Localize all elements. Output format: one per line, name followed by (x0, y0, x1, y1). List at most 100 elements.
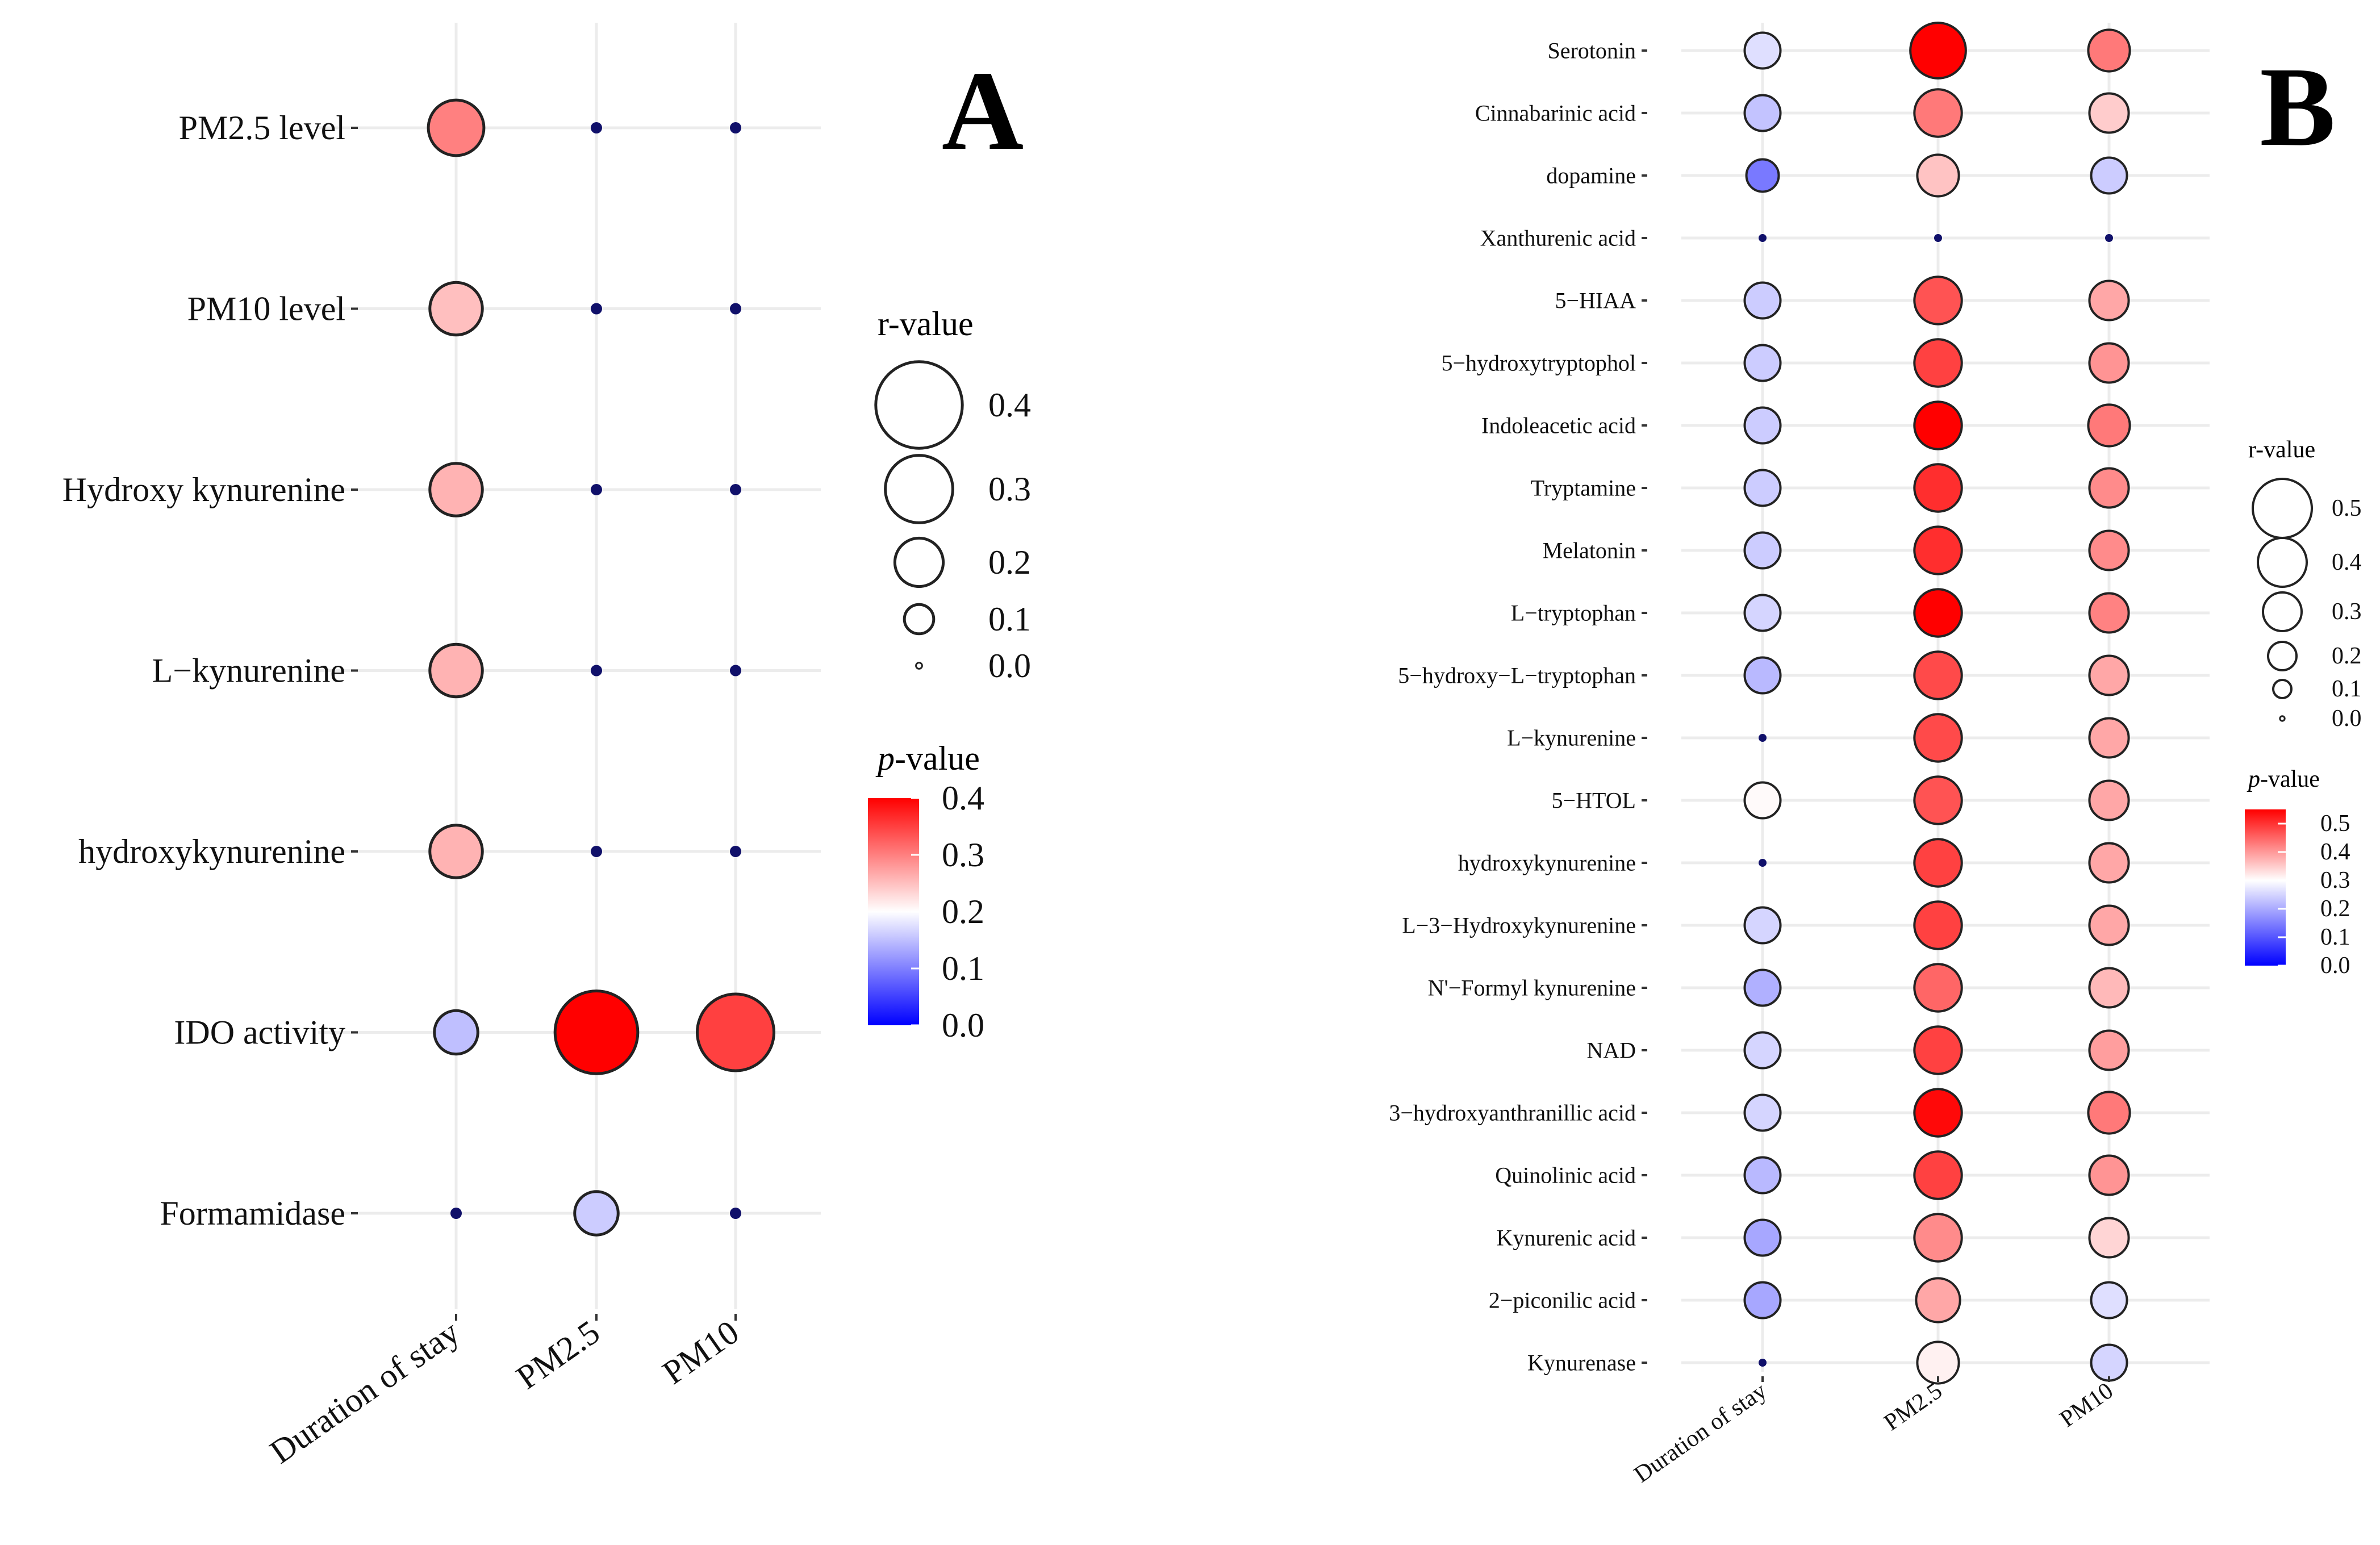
panel-b-bubble-duration-of-stay-dopamine (1745, 158, 1780, 193)
panel-b-bubble-duration-of-stay-5-htol (1743, 781, 1782, 820)
panel-b-bubble-pm2-5-l-tryptophan (1913, 588, 1963, 638)
panel-b-bubble-duration-of-stay-melatonin (1743, 531, 1782, 570)
panel-a-y-label-formamidase: Formamidase (160, 1195, 345, 1232)
panel-b-size-legend: r-value 0.5 0.4 0.3 0.2 0.1 0.0 (2248, 437, 2362, 732)
panel-a-x-label-pm2-5: PM2.5 (510, 1313, 606, 1397)
panel-b-size-legend-circle-0 (2252, 478, 2313, 539)
panel-b-bubble-pm2-5-serotonin (1909, 22, 1967, 80)
panel-b-size-legend-label-4: 0.1 (2332, 676, 2362, 702)
panel-b-y-label-n-formyl-kynurenine: N'−Formyl kynurenine (1428, 975, 1636, 1001)
panel-a-x-label-pm10: PM10 (655, 1313, 745, 1392)
panel-b-size-legend-label-1: 0.4 (2332, 549, 2362, 575)
panel-b-y-label-l-tryptophan: L−tryptophan (1511, 600, 1636, 626)
panel-a-colorbar (868, 798, 919, 1025)
panel-a-bubbles (427, 98, 776, 1237)
panel-a-colorbar-label-2: 0.2 (942, 893, 984, 930)
panel-b-bubble-pm2-5-kynurenase (1916, 1341, 1960, 1385)
panel-b-bubble-pm10-3-hydroxyanthranillic-acid (2087, 1091, 2131, 1135)
panel-b-bubble-pm2-5-5-hydroxy-l-tryptophan (1913, 650, 1963, 700)
panel-b-bubble-pm10-tryptamine (2088, 467, 2130, 509)
panel-a-color-legend-title-rest: -value (895, 740, 980, 777)
panel-a-y-label-pm2-5-level: PM2.5 level (179, 109, 345, 147)
panel-a-bubble-pm10-formamidase (730, 1208, 741, 1219)
panel-b-bubble-pm10-5-hydroxytryptophol (2088, 342, 2130, 384)
panel-b-bubble-duration-of-stay-serotonin (1743, 31, 1782, 70)
panel-a-x-axis-labels: Duration of stay PM2.5 PM10 (263, 1313, 745, 1471)
panel-b-bubble-pm2-5-kynurenic-acid (1913, 1213, 1963, 1263)
panel-b-y-label-cinnabarinic-acid: Cinnabarinic acid (1475, 101, 1636, 126)
panel-b-y-label-5-hydroxytryptophol: 5−hydroxytryptophol (1441, 350, 1636, 376)
panel-b-bubble-duration-of-stay-xanthurenic-acid (1759, 234, 1767, 242)
panel-a-bubble-pm2-5-hydroxykynurenine (591, 846, 602, 857)
panel-b-bubble-pm10-l-tryptophan (2088, 592, 2130, 634)
panel-a-colorbar-label-1: 0.3 (942, 836, 984, 874)
panel-a-size-legend-label-0: 0.4 (988, 386, 1031, 424)
panel-b-bubble-duration-of-stay-5-hydroxy-l-tryptophan (1743, 656, 1782, 695)
panel-b-colorbar-label-2: 0.3 (2320, 867, 2350, 893)
panel-a-bubble-pm2-5-pm2-5-level (591, 122, 602, 133)
panel-b-bubble-pm2-5-cinnabarinic-acid (1913, 88, 1963, 138)
panel-b-bubble-duration-of-stay-5-hydroxytryptophol (1743, 344, 1782, 382)
panel-b-color-legend-title: p-value (2247, 766, 2320, 792)
panel-a-size-legend: r-value 0.4 0.3 0.2 0.1 0.0 (874, 305, 1031, 684)
panel-b-bubble-pm2-5-quinolinic-acid (1913, 1150, 1963, 1200)
panel-a-y-label-l-kynurenine: L−kynurenine (152, 652, 345, 690)
panel-b-size-legend-title: r-value (2248, 437, 2315, 463)
panel-b-x-label-pm2-5: PM2.5 (1880, 1378, 1947, 1437)
panel-b-bubble-pm2-5-5-htol (1913, 775, 1963, 825)
panel-b-colorbar-label-1: 0.4 (2320, 839, 2350, 865)
panel-a-bubble-pm10-ido-activity (695, 992, 776, 1072)
panel-b-color-legend-title-p: p (2247, 766, 2260, 792)
panel-b-bubble-duration-of-stay-nad (1743, 1031, 1782, 1070)
panel-a-size-legend-label-3: 0.1 (988, 600, 1031, 638)
panel-b-bubble-pm10-n-formyl-kynurenine (2088, 967, 2130, 1009)
panel-b-size-legend-label-3: 0.2 (2332, 643, 2362, 669)
panel-a-bubble-pm2-5-ido-activity (553, 989, 640, 1075)
panel-b-bubble-duration-of-stay-l-3-hydroxykynurenine (1743, 906, 1782, 945)
panel-b-bubble-pm10-2-piconilic-acid (2090, 1281, 2128, 1319)
panel-b-bubble-pm2-5-tryptamine (1913, 463, 1963, 513)
panel-b-bubble-pm10-quinolinic-acid (2088, 1154, 2130, 1196)
panel-a-x-label-duration-of-stay: Duration of stay (263, 1313, 466, 1471)
panel-b-bubble-duration-of-stay-5-hiaa (1743, 281, 1782, 320)
panel-b-y-label-melatonin: Melatonin (1543, 538, 1636, 563)
panel-a-bubble-pm10-pm10-level (730, 303, 741, 315)
panel-a-bubble-pm10-pm2-5-level (730, 122, 741, 133)
panel-b-bubble-pm2-5-l-3-hydroxykynurenine (1913, 900, 1963, 950)
panel-a-size-legend-circle-4 (915, 662, 923, 670)
panel-b-size-legend-label-2: 0.3 (2332, 599, 2362, 625)
panel-b-bubble-pm2-5-3-hydroxyanthranillic-acid (1913, 1088, 1963, 1138)
panel-b-bubble-pm10-l-3-hydroxykynurenine (2088, 904, 2130, 946)
panel-b-bubble-pm10-5-htol (2088, 779, 2130, 821)
panel-b-bubble-pm10-5-hydroxy-l-tryptophan (2088, 654, 2130, 696)
panel-b-y-label-dopamine: dopamine (1546, 163, 1636, 189)
panel-b-y-label-l-3-hydroxykynurenine: L−3−Hydroxykynurenine (1402, 913, 1636, 938)
panel-b-y-label-serotonin: Serotonin (1547, 38, 1636, 64)
panel-b: Serotonin Cinnabarinic acid dopamine Xanthu… (1389, 22, 2362, 1488)
panel-a-grid (318, 23, 821, 1309)
panel-b-colorbar (2245, 809, 2286, 966)
panel-b-bubble-pm2-5-dopamine (1916, 153, 1960, 198)
panel-b-y-label-5-hiaa: 5−HIAA (1555, 288, 1636, 314)
panel-b-y-label-indoleacetic-acid: Indoleacetic acid (1481, 413, 1636, 439)
panel-a-bubble-pm10-hydroxy-kynurenine (730, 484, 741, 495)
panel-b-size-legend-circle-1 (2257, 537, 2308, 588)
panel-b-bubble-pm10-melatonin (2088, 529, 2130, 571)
panel-a-color-legend-title: p-value (875, 740, 980, 777)
panel-a-bubble-pm10-hydroxykynurenine (730, 846, 741, 857)
panel-b-size-legend-label-5: 0.0 (2332, 705, 2362, 732)
panel-b-bubble-duration-of-stay-l-tryptophan (1743, 594, 1782, 632)
panel-a-bubble-pm2-5-formamidase (573, 1190, 620, 1237)
panel-b-y-label-xanthurenic-acid: Xanthurenic acid (1480, 226, 1636, 251)
panel-b-bubble-pm10-nad (2088, 1029, 2130, 1071)
panel-b-y-label-2-piconilic-acid: 2−piconilic acid (1489, 1288, 1636, 1313)
panel-b-bubble-pm10-l-kynurenine (2088, 717, 2130, 759)
panel-b-x-label-pm10: PM10 (2055, 1378, 2118, 1433)
panel-b-y-label-tryptamine: Tryptamine (1531, 475, 1636, 501)
panel-b-bubble-duration-of-stay-cinnabarinic-acid (1743, 94, 1782, 132)
panel-b-colorbar-label-3: 0.2 (2320, 896, 2350, 922)
panel-b-bubble-duration-of-stay-quinolinic-acid (1743, 1156, 1782, 1195)
panel-a-color-legend: p-value 0.4 0.3 0.2 0.1 0.0 (868, 740, 984, 1044)
panel-b-bubble-pm2-5-melatonin (1913, 525, 1963, 575)
panel-b-colorbar-label-5: 0.0 (2320, 953, 2350, 979)
